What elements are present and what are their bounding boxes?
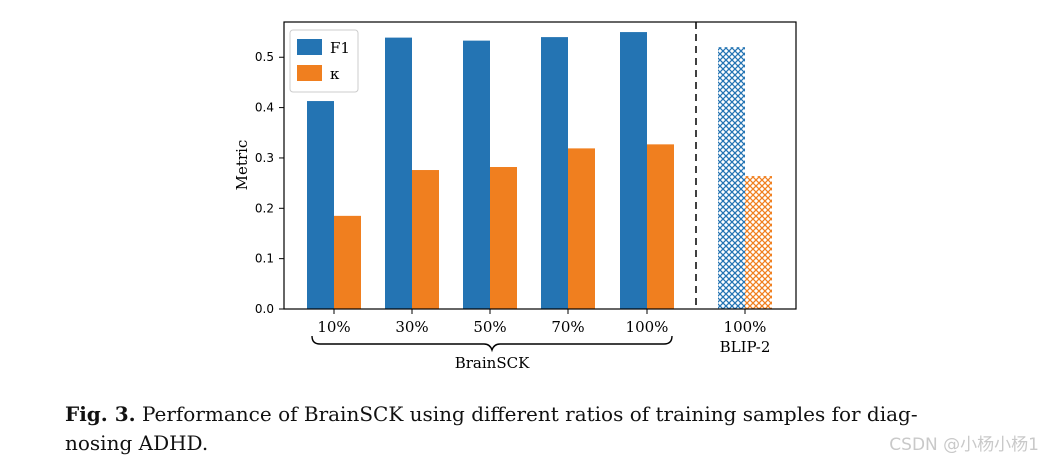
x-tick-label: 100% xyxy=(724,318,767,336)
bar-kappa xyxy=(412,170,439,309)
y-tick-label: 0.1 xyxy=(255,252,274,266)
bar-f1 xyxy=(385,37,412,310)
bar-kappa xyxy=(490,167,517,309)
y-tick-label: 0.0 xyxy=(255,302,274,316)
bar-kappa xyxy=(568,148,595,309)
bar-kappa xyxy=(647,144,674,309)
y-tick-label: 0.2 xyxy=(255,201,274,215)
y-axis-label: Metric xyxy=(233,140,251,191)
legend-label-f1: F1 xyxy=(330,39,350,57)
brainsck-label: BrainSCK xyxy=(455,354,530,372)
brainsck-brace xyxy=(311,335,673,353)
bar-f1 xyxy=(718,47,745,309)
legend-swatch-f1 xyxy=(297,39,322,55)
bar-chart: 0.00.10.20.30.40.5 10% 30% 50% 70% 100% 100% … xyxy=(233,21,797,372)
legend: F1 κ xyxy=(289,29,359,93)
x-tick-label: 100% xyxy=(626,318,669,336)
x-tick-label: 70% xyxy=(551,318,584,336)
y-axis: 0.0 0.1 0.2 0.3 0.4 0.5 xyxy=(255,50,284,316)
x-tick-label: 10% xyxy=(317,318,350,336)
y-tick-label: 0.4 xyxy=(255,101,274,115)
bar-f1 xyxy=(307,101,334,310)
bar-kappa xyxy=(745,176,772,309)
legend-swatch-kappa xyxy=(297,65,322,81)
x-axis: 10% 30% 50% 70% 100% 100% xyxy=(317,309,766,336)
bar-kappa xyxy=(334,215,361,309)
legend-label-kappa: κ xyxy=(330,65,340,83)
x-tick-label: 30% xyxy=(395,318,428,336)
plot-frame xyxy=(283,21,797,310)
y-tick-label: 0.5 xyxy=(255,50,274,64)
bar-f1 xyxy=(463,40,490,310)
watermark: CSDN @小杨小杨1 xyxy=(889,435,1039,455)
caption-text: Performance of BrainSCK using different … xyxy=(141,402,918,426)
caption-prefix: Fig. 3. xyxy=(65,402,136,426)
blip2-label: BLIP-2 xyxy=(720,338,771,356)
bars xyxy=(307,32,772,310)
caption-text-line2: nosing ADHD. xyxy=(65,431,209,455)
x-tick-label: 50% xyxy=(473,318,506,336)
figure-caption: Fig. 3. Performance of BrainSCK using di… xyxy=(65,400,965,458)
bar-f1 xyxy=(541,37,568,310)
bar-f1 xyxy=(620,32,647,309)
y-tick-label: 0.3 xyxy=(255,151,274,165)
